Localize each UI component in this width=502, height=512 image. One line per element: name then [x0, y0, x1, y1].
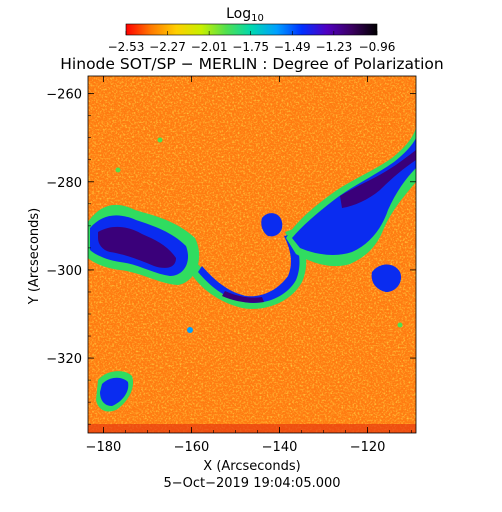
- heatmap-bottom-edge: [88, 424, 416, 433]
- colorbar-label: Log10: [226, 6, 264, 24]
- y-axis: −260 −280 −300 −320: [46, 88, 416, 425]
- colorbar-ticks: −2.53 −2.27 −2.01 −1.75 −1.49 −1.23 −0.96: [108, 31, 396, 54]
- colorbar-tick-label: −1.49: [274, 40, 311, 54]
- colorbar-tick-label: −1.75: [232, 40, 269, 54]
- y-tick-label: −280: [46, 176, 82, 191]
- x-axis: −180 −160 −140 −120: [86, 76, 412, 455]
- chart-subtitle: 5−Oct−2019 19:04:05.000: [163, 476, 340, 491]
- y-tick-label: −320: [46, 352, 82, 367]
- y-axis-label: Y (Arcseconds): [27, 208, 42, 305]
- plot-frame: [87, 75, 417, 434]
- y-tick-label: −260: [46, 88, 82, 103]
- x-tick-label: −140: [262, 440, 298, 455]
- x-tick-label: −160: [174, 440, 210, 455]
- colorbar-tick-label: −2.01: [191, 40, 228, 54]
- feature-speck: [157, 137, 163, 143]
- x-axis-label: X (Arcseconds): [203, 459, 300, 474]
- colorbar-tick-label: −2.53: [108, 40, 145, 54]
- colorbar-tick-label: −2.27: [149, 40, 186, 54]
- feature-speck: [115, 167, 121, 173]
- feature-northeast-lane: [286, 128, 416, 292]
- feature-western-patch: [88, 204, 200, 285]
- colorbar-tick-label: −1.23: [315, 40, 352, 54]
- x-tick-label: −120: [350, 440, 386, 455]
- feature-southwest-patch: [96, 371, 134, 412]
- colorbar: [125, 23, 378, 36]
- feature-speck: [397, 322, 403, 328]
- chart-title: Hinode SOT/SP − MERLIN : Degree of Polar…: [60, 55, 443, 73]
- heatmap: [88, 76, 416, 433]
- x-tick-label: −180: [86, 440, 122, 455]
- y-tick-label: −300: [46, 264, 82, 279]
- feature-speck: [187, 327, 193, 333]
- colorbar-tick-label: −0.96: [359, 40, 396, 54]
